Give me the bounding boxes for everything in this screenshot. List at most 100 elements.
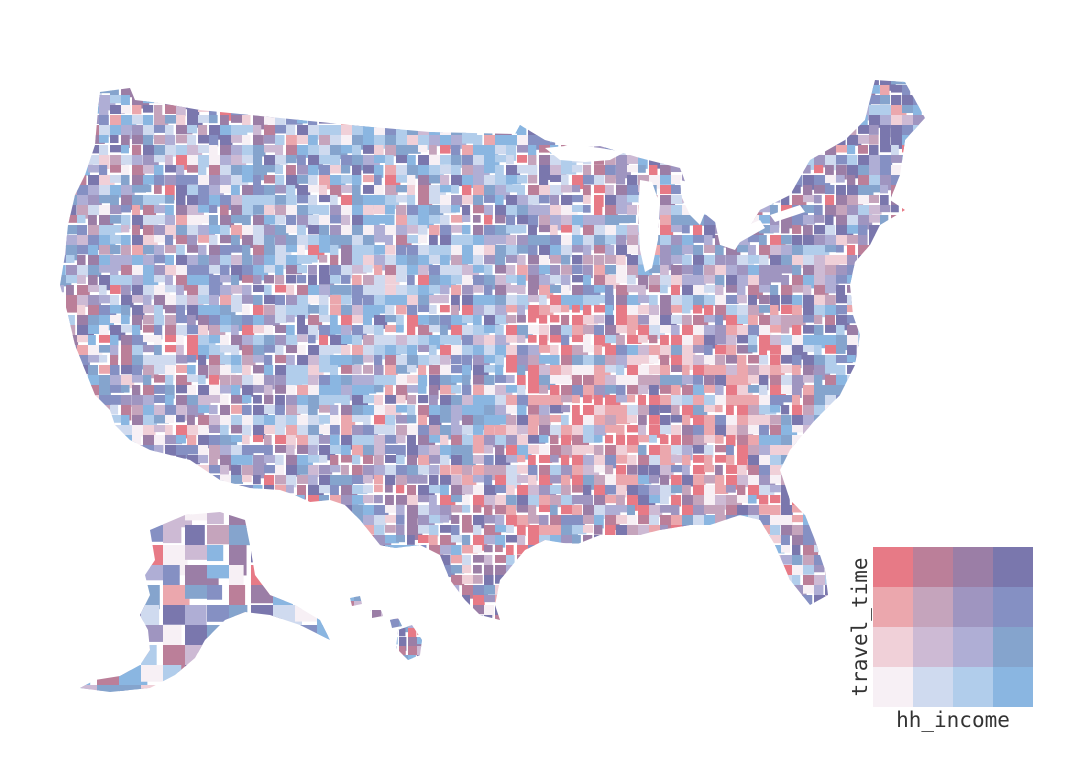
county-cell — [913, 135, 925, 148]
county-cell — [451, 465, 463, 475]
county-cell — [143, 465, 159, 478]
county-cell — [66, 345, 77, 359]
county-cell — [385, 525, 396, 533]
county-cell — [99, 535, 107, 546]
county-cell — [627, 345, 642, 357]
county-cell — [66, 525, 76, 540]
county-cell — [671, 525, 685, 541]
county-cell — [209, 215, 218, 228]
county-cell — [363, 495, 374, 504]
county-cell — [759, 305, 772, 313]
county-cell — [319, 335, 329, 351]
county-cell — [649, 535, 659, 547]
county-cell — [572, 605, 587, 620]
county-cell — [60, 445, 64, 457]
county-cell — [88, 405, 99, 420]
county-cell — [704, 135, 714, 145]
county-cell — [550, 465, 564, 477]
county-cell — [132, 85, 146, 94]
county-cell — [561, 285, 570, 296]
lake-huron — [680, 180, 708, 225]
county-cell — [264, 80, 281, 83]
county-cell — [341, 95, 355, 109]
county-cell — [385, 415, 396, 427]
county-cell — [363, 565, 379, 575]
county-cell — [847, 195, 864, 206]
county-cell — [880, 425, 894, 438]
county-cell — [682, 235, 694, 248]
county-cell — [924, 475, 925, 486]
county-cell — [737, 115, 752, 126]
county-cell — [693, 125, 705, 133]
county-cell — [825, 595, 837, 604]
county-cell — [429, 435, 443, 443]
county-cell — [572, 205, 584, 213]
county-cell — [803, 205, 817, 213]
county-cell — [748, 315, 758, 329]
county-cell — [539, 175, 549, 190]
county-cell — [594, 315, 605, 324]
county-cell — [748, 605, 757, 617]
county-cell — [110, 225, 123, 233]
county-cell — [275, 155, 288, 165]
county-cell — [330, 405, 339, 417]
county-cell — [110, 205, 122, 215]
county-cell — [185, 605, 207, 630]
county-cell — [80, 645, 94, 663]
county-cell — [121, 305, 131, 317]
county-cell — [66, 85, 81, 99]
county-cell — [726, 575, 741, 583]
county-cell — [297, 445, 311, 454]
county-cell — [649, 525, 663, 533]
county-cell — [66, 445, 80, 455]
county-cell — [704, 595, 714, 606]
county-cell — [891, 385, 906, 398]
county-cell — [165, 455, 175, 464]
county-cell — [847, 125, 857, 137]
county-cell — [561, 80, 573, 91]
county-cell — [407, 235, 421, 244]
county-cell — [891, 515, 906, 529]
county-cell — [60, 485, 67, 500]
county-cell — [605, 185, 614, 196]
county-cell — [517, 185, 525, 197]
county-cell — [429, 85, 446, 93]
county-cell — [517, 525, 526, 536]
county-cell — [825, 495, 842, 507]
county-cell — [473, 285, 484, 293]
county-cell — [330, 545, 340, 558]
county-cell — [781, 615, 795, 620]
county-cell — [869, 275, 877, 289]
county-cell — [825, 85, 838, 95]
county-cell — [616, 95, 627, 107]
county-cell — [207, 525, 234, 545]
county-cell — [143, 445, 157, 454]
county-cell — [390, 601, 404, 615]
county-cell — [66, 575, 78, 584]
county-cell — [880, 355, 888, 367]
county-cell — [154, 475, 162, 490]
county-cell — [330, 345, 342, 354]
county-cell — [781, 305, 793, 315]
county-cell — [165, 265, 180, 276]
county-cell — [209, 145, 218, 158]
county-cell — [605, 565, 619, 573]
county-cell — [847, 405, 863, 419]
county-cell — [264, 165, 281, 173]
county-cell — [715, 105, 730, 117]
county-cell — [220, 445, 236, 456]
county-cell — [704, 605, 716, 618]
county-cell — [847, 475, 857, 487]
county-cell — [671, 545, 685, 553]
county-cell — [539, 615, 551, 620]
county-cell — [726, 585, 738, 595]
county-cell — [407, 115, 423, 126]
county-cell — [143, 95, 158, 104]
county-cell — [429, 225, 440, 236]
county-cell — [110, 485, 126, 499]
county-cell — [352, 425, 364, 439]
county-cell — [594, 80, 607, 86]
county-cell — [275, 125, 290, 134]
county-cell — [561, 305, 570, 313]
county-cell — [407, 185, 415, 198]
